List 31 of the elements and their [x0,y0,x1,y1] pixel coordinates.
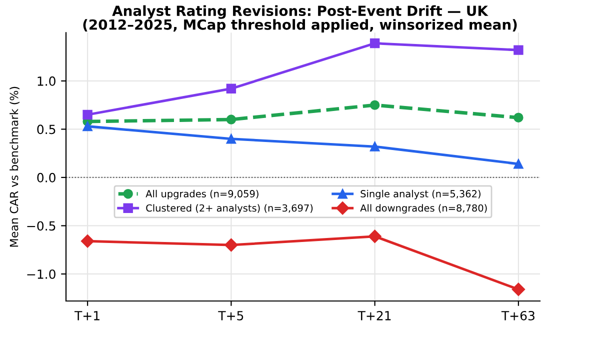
legend-label: Clustered (2+ analysts) (n=3,697) [146,204,313,214]
y-tick-label: −0.5 [27,221,56,231]
point [514,112,524,122]
point [226,114,236,124]
point [82,121,92,132]
y-tick-label: 0.5 [37,124,56,134]
point [514,45,524,55]
point [224,238,238,252]
x-tick-label: T+21 [358,310,391,320]
point [370,100,380,110]
point [370,38,380,48]
chart-title: Analyst Rating Revisions: Post-Event Drift — UK [112,5,488,19]
point [226,134,236,144]
x-tick-label: T+1 [74,311,100,320]
point [368,230,382,243]
y-tick-label: −1.0 [27,269,56,279]
legend-label: All downgrades (n=8,780) [360,204,487,214]
point [512,282,526,296]
y-axis-title: Mean CAR vs benchmark (%) [10,86,20,247]
x-tick-label: T+5 [218,311,244,320]
y-tick-label: 0.0 [37,172,56,182]
point [226,84,236,94]
point [82,110,92,120]
point [514,159,524,169]
legend-label: Single analyst (n=5,362) [360,190,480,200]
point [80,234,94,248]
chart-subtitle: (2012–2025, MCap threshold applied, winsorized mean) [83,19,517,33]
point [370,142,380,152]
y-tick-label: 1.0 [38,76,56,86]
legend-label: All upgrades (n=9,059) [146,190,258,200]
x-tick-label: T+63 [501,310,534,320]
